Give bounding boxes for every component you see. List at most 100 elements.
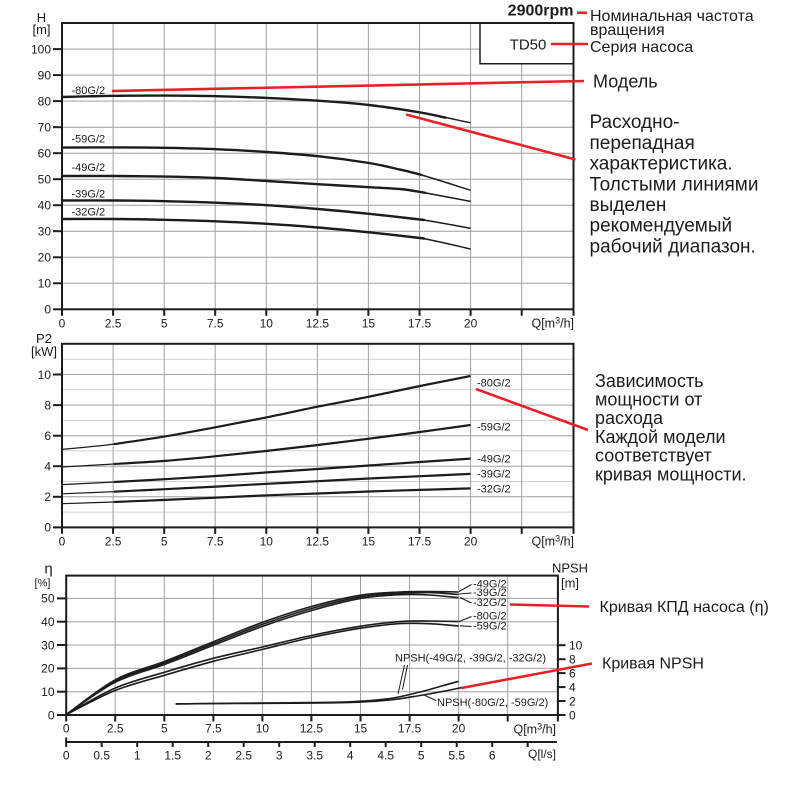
svg-text:мощности от: мощности от [595, 390, 702, 410]
svg-text:Q[m3/h]: Q[m3/h] [531, 316, 574, 331]
svg-text:0: 0 [569, 708, 576, 722]
svg-text:7.5: 7.5 [207, 317, 224, 331]
svg-text:20: 20 [464, 317, 478, 331]
svg-text:40: 40 [41, 615, 55, 629]
svg-text:5: 5 [161, 722, 168, 736]
svg-text:90: 90 [38, 68, 52, 82]
svg-text:0: 0 [63, 722, 70, 736]
svg-text:100: 100 [31, 42, 51, 56]
svg-text:-59G/2: -59G/2 [473, 621, 507, 633]
svg-text:P2: P2 [36, 331, 52, 346]
svg-text:выделен: выделен [590, 195, 667, 216]
svg-text:2900rpm: 2900rpm [508, 3, 574, 20]
svg-text:17.5: 17.5 [408, 317, 432, 331]
svg-text:-59G/2: -59G/2 [477, 422, 511, 434]
svg-text:Расходно-: Расходно- [590, 112, 680, 133]
svg-text:60: 60 [38, 147, 52, 161]
svg-text:-39G/2: -39G/2 [72, 189, 106, 201]
svg-text:[m]: [m] [561, 576, 579, 591]
svg-text:-32G/2: -32G/2 [477, 484, 511, 496]
svg-text:Кривая КПД насоса (η): Кривая КПД насоса (η) [600, 599, 769, 616]
svg-text:-80G/2: -80G/2 [477, 378, 511, 390]
svg-text:10: 10 [569, 639, 583, 653]
svg-text:6: 6 [44, 429, 51, 443]
svg-text:10: 10 [260, 317, 274, 331]
svg-text:Каждой модели: Каждой модели [595, 427, 726, 447]
svg-text:20: 20 [41, 662, 55, 676]
svg-text:15: 15 [354, 722, 368, 736]
svg-text:-49G/2: -49G/2 [72, 162, 106, 174]
svg-text:17.5: 17.5 [398, 722, 422, 736]
svg-text:8: 8 [44, 398, 51, 412]
svg-text:0: 0 [59, 535, 66, 549]
svg-text:1: 1 [134, 749, 141, 763]
svg-text:7.5: 7.5 [205, 722, 222, 736]
svg-text:5: 5 [161, 317, 168, 331]
svg-text:5: 5 [161, 535, 168, 549]
svg-text:12.5: 12.5 [306, 535, 330, 549]
svg-text:-59G/2: -59G/2 [72, 134, 106, 146]
svg-text:4: 4 [569, 680, 576, 694]
svg-text:30: 30 [41, 638, 55, 652]
svg-text:NPSH(-80G/2, -59G/2): NPSH(-80G/2, -59G/2) [437, 697, 548, 709]
svg-text:[kW]: [kW] [31, 344, 57, 359]
svg-text:перепадная: перепадная [590, 133, 695, 154]
svg-text:Кривая NPSH: Кривая NPSH [602, 656, 704, 673]
svg-text:12.5: 12.5 [306, 317, 330, 331]
svg-text:Толстыми линиями: Толстыми линиями [590, 174, 759, 195]
svg-text:Q[m3/h]: Q[m3/h] [531, 534, 574, 549]
svg-text:[%]: [%] [35, 578, 51, 590]
svg-text:20: 20 [452, 722, 466, 736]
svg-text:-39G/2: -39G/2 [477, 469, 511, 481]
svg-text:Q[l/s]: Q[l/s] [528, 747, 556, 761]
svg-text:характеристика.: характеристика. [590, 154, 733, 175]
svg-text:2.5: 2.5 [107, 722, 124, 736]
svg-text:Q[m3/h]: Q[m3/h] [513, 722, 556, 737]
svg-text:40: 40 [38, 199, 52, 213]
svg-text:Номинальная частота: Номинальная частота [590, 8, 754, 25]
svg-text:рабочий диапазон.: рабочий диапазон. [590, 236, 756, 257]
svg-text:50: 50 [41, 592, 55, 606]
svg-text:4: 4 [347, 749, 354, 763]
svg-text:80: 80 [38, 94, 52, 108]
svg-text:0: 0 [59, 317, 66, 331]
svg-text:0: 0 [63, 749, 70, 763]
svg-text:η: η [44, 561, 52, 578]
svg-text:Серия насоса: Серия насоса [590, 39, 693, 56]
svg-text:-80G/2: -80G/2 [473, 611, 507, 623]
svg-text:12.5: 12.5 [300, 722, 324, 736]
svg-text:2.5: 2.5 [235, 749, 252, 763]
svg-text:2: 2 [569, 694, 576, 708]
svg-text:15: 15 [362, 317, 376, 331]
svg-text:вращения: вращения [590, 22, 665, 39]
svg-text:-49G/2: -49G/2 [473, 579, 507, 591]
svg-text:-32G/2: -32G/2 [72, 207, 106, 219]
svg-text:50: 50 [38, 173, 52, 187]
svg-text:-39G/2: -39G/2 [473, 587, 507, 599]
svg-text:0: 0 [48, 708, 55, 722]
svg-text:Зависимость: Зависимость [595, 371, 704, 391]
svg-text:2.5: 2.5 [105, 317, 122, 331]
svg-text:7.5: 7.5 [207, 535, 224, 549]
svg-text:0: 0 [44, 303, 51, 317]
svg-text:рекомендуемый: рекомендуемый [590, 216, 733, 237]
svg-text:Модель: Модель [593, 72, 658, 92]
svg-text:-80G/2: -80G/2 [72, 85, 106, 97]
svg-text:30: 30 [38, 225, 52, 239]
svg-text:10: 10 [256, 722, 270, 736]
svg-text:5: 5 [418, 749, 425, 763]
svg-text:15: 15 [362, 535, 376, 549]
svg-text:NPSH(-49G/2, -39G/2, -32G/2): NPSH(-49G/2, -39G/2, -32G/2) [395, 653, 546, 665]
svg-text:20: 20 [38, 251, 52, 265]
svg-text:3: 3 [276, 749, 283, 763]
svg-text:[m]: [m] [32, 22, 50, 37]
svg-text:2: 2 [44, 490, 51, 504]
svg-text:4.5: 4.5 [377, 749, 394, 763]
svg-text:17.5: 17.5 [408, 535, 432, 549]
svg-text:10: 10 [38, 368, 52, 382]
svg-text:10: 10 [38, 277, 52, 291]
svg-text:70: 70 [38, 121, 52, 135]
svg-text:6: 6 [569, 666, 576, 680]
svg-text:расхода: расхода [595, 408, 664, 428]
svg-text:3.5: 3.5 [306, 749, 323, 763]
